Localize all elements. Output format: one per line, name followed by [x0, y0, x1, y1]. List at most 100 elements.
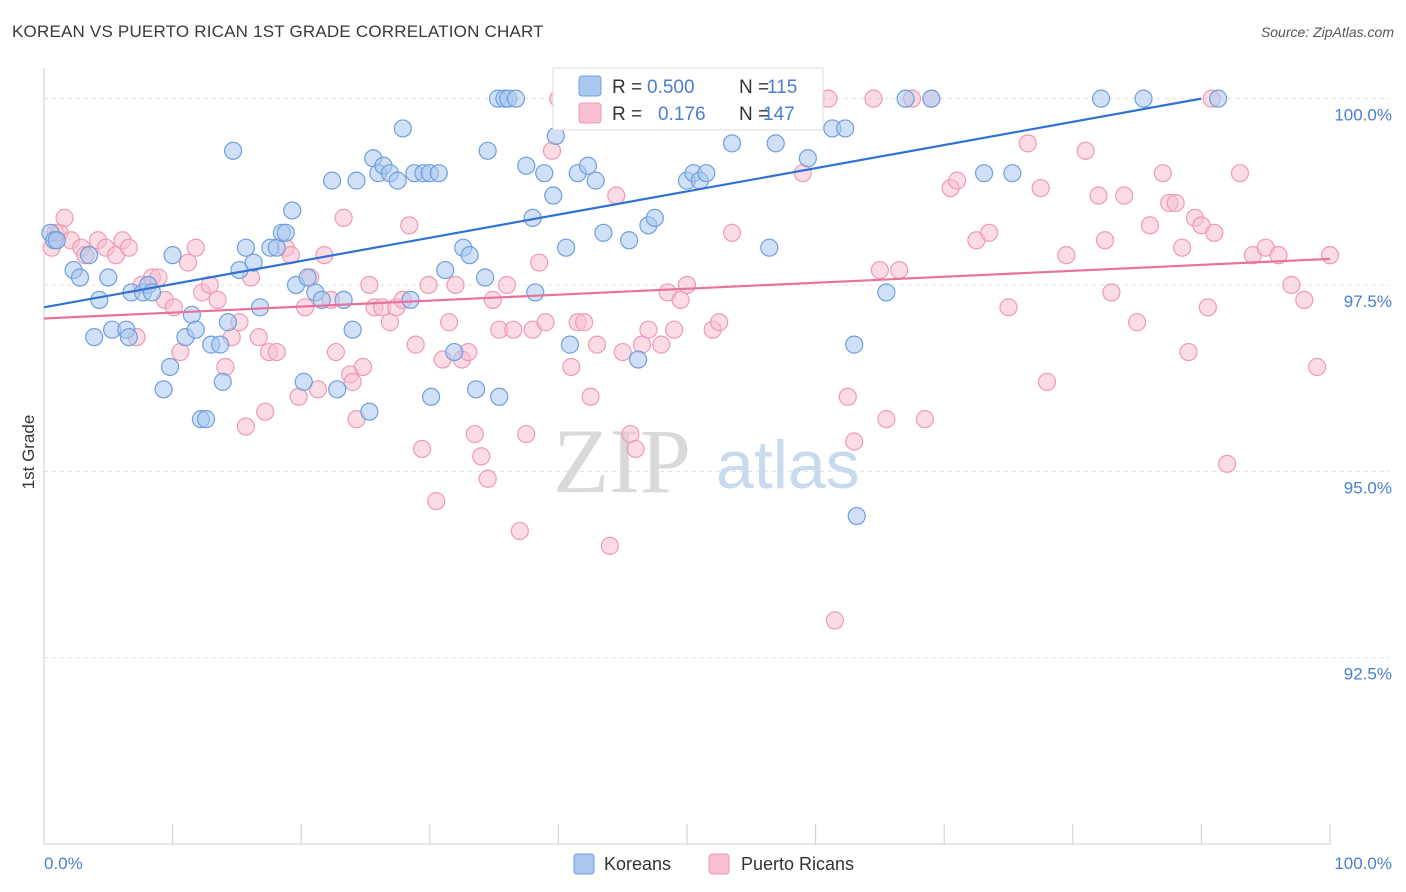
stats-legend: R = 0.500 N = 115 R = 0.176 N = 147 [552, 67, 824, 131]
puerto-rican-point-140 [1205, 223, 1224, 242]
puerto-rican-point-76 [562, 357, 581, 377]
puerto-rican-trend-line [43, 257, 1331, 320]
puerto-rican-point-53 [406, 335, 425, 354]
korean-point-8 [99, 268, 118, 287]
puerto-rican-point-38 [308, 380, 328, 399]
puerto-rican-point-135 [1173, 238, 1192, 257]
korean-point-59 [429, 164, 448, 183]
puerto-rican-point-19 [178, 253, 198, 272]
korean-point-20 [182, 305, 201, 324]
puerto-rican-point-130 [1127, 313, 1147, 332]
puerto-rican-point-106 [825, 611, 844, 630]
korean-point-54 [393, 119, 412, 138]
puerto-rican-swatch [578, 102, 602, 124]
korean-point-60 [436, 260, 455, 280]
korean-point-94 [766, 134, 785, 153]
legend-puerto-rican-label: Puerto Ricans [741, 854, 854, 874]
puerto-rican-point-78 [575, 313, 594, 332]
puerto-rican-point-79 [581, 387, 600, 406]
puerto-rican-point-29 [249, 328, 268, 347]
puerto-rican-point-122 [1031, 178, 1050, 198]
korean-point-2 [47, 231, 66, 250]
korean-point-107 [1209, 89, 1228, 108]
chart-source: Source: ZipAtlas.com [1260, 24, 1394, 40]
puerto-rican-point-112 [890, 260, 909, 280]
korean-point-80 [578, 156, 598, 175]
korean-point-11 [119, 328, 138, 347]
korean-point-30 [236, 238, 256, 257]
puerto-rican-point-86 [626, 439, 645, 459]
korean-point-104 [1003, 164, 1022, 183]
puerto-rican-point-114 [915, 410, 935, 429]
korean-point-90 [697, 164, 716, 183]
puerto-rican-point-148 [1308, 357, 1327, 377]
puerto-rican-point-70 [517, 424, 536, 444]
korean-point-43 [322, 171, 342, 190]
puerto-rican-point-131 [1140, 216, 1160, 235]
korean-point-6 [85, 328, 104, 347]
x-tick-label-1: 100.0% [1334, 854, 1392, 873]
korean-point-42 [312, 290, 331, 309]
korean-point-39 [294, 372, 313, 391]
puerto-rican-point-110 [870, 260, 890, 280]
puerto-rican-point-139 [1198, 298, 1217, 317]
korean-point-84 [629, 350, 648, 369]
korean-point-86 [645, 208, 664, 227]
korean-point-77 [557, 238, 576, 257]
korean-point-40 [298, 268, 317, 287]
puerto-rican-point-99 [722, 223, 742, 242]
korean-point-44 [328, 380, 347, 399]
pr-r-label: R = [612, 104, 642, 125]
korean-point-103 [974, 164, 994, 183]
y-tick-label-0: 100.0% [1334, 106, 1392, 125]
korean-point-108 [490, 387, 509, 406]
x-tick-label-0: 0.0% [44, 854, 83, 873]
korean-point-28 [223, 141, 243, 160]
korean-point-18 [163, 246, 182, 265]
watermark-atlas: atlas [716, 427, 860, 503]
korean-point-7 [90, 290, 109, 309]
puerto-rican-point-129 [1115, 186, 1134, 205]
puerto-rican-point-123 [1037, 372, 1057, 391]
puerto-rican-point-145 [1269, 246, 1288, 265]
y-axis-title: 1st Grade [19, 415, 38, 490]
puerto-rican-point-30 [256, 402, 275, 421]
tick-labels: 100.0% 97.5% 95.0% 92.5% 0.0% 100.0% [44, 106, 1392, 873]
puerto-rican-point-42 [334, 208, 353, 227]
puerto-rican-point-55 [419, 275, 438, 295]
korean-r-value: 0.500 [647, 77, 695, 98]
korean-point-92 [722, 134, 742, 153]
puerto-rican-point-88 [639, 320, 658, 339]
legend-korean-swatch [573, 853, 595, 875]
puerto-rican-point-151 [343, 372, 362, 391]
korean-point-46 [343, 320, 362, 339]
puerto-rican-point-54 [412, 439, 432, 459]
puerto-rican-point-127 [1095, 231, 1115, 250]
puerto-rican-point-24 [216, 357, 235, 377]
korean-point-25 [211, 335, 230, 354]
y-tick-label-1: 97.5% [1344, 292, 1392, 311]
puerto-rican-point-107 [838, 387, 857, 406]
korean-point-97 [836, 119, 855, 138]
korean-point-5 [79, 246, 99, 265]
puerto-rican-point-82 [600, 536, 619, 555]
korean-point-61 [445, 342, 464, 362]
korean-point-63 [460, 246, 479, 265]
puerto-rican-point-109 [864, 89, 883, 108]
korean-point-53 [388, 171, 407, 190]
korean-point-109 [421, 387, 441, 406]
puerto-rican-point-58 [439, 313, 459, 332]
korean-point-101 [896, 89, 915, 108]
y-tick-label-3: 92.5% [1344, 665, 1392, 684]
puerto-rican-point-32 [267, 342, 286, 362]
puerto-rican-point-142 [1230, 164, 1250, 183]
korean-point-71 [517, 156, 536, 175]
puerto-rican-point-120 [999, 298, 1018, 317]
puerto-rican-point-59 [446, 275, 465, 295]
korean-point-95 [798, 149, 817, 168]
korean-point-70 [506, 89, 526, 108]
puerto-rican-point-128 [1102, 283, 1121, 302]
korean-points [41, 89, 1228, 526]
puerto-rican-point-125 [1076, 141, 1095, 160]
